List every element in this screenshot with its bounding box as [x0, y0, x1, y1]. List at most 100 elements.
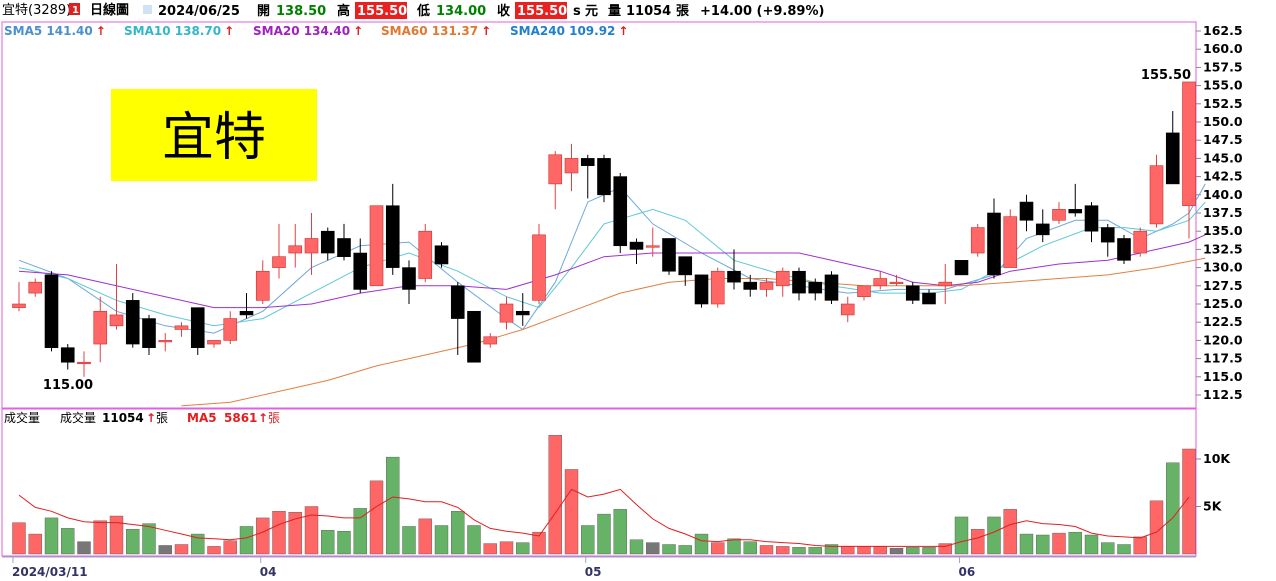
- volume-ma5-label: MA5: [187, 411, 217, 425]
- candle-body: [808, 281, 823, 294]
- candle-down: [808, 278, 823, 301]
- candle-body: [938, 281, 953, 287]
- max-price-annotation: 155.50: [1141, 68, 1191, 83]
- volume-bar: [256, 517, 270, 555]
- volume-bar: [28, 533, 42, 555]
- ma-legend-up-arrow: ↑: [481, 24, 491, 38]
- volume-bar: [321, 530, 335, 555]
- ma-legend-sma10: SMA10 138.70: [124, 24, 221, 38]
- date-dropdown-icon[interactable]: [143, 5, 152, 14]
- volume-bars: [12, 435, 1196, 555]
- volume-bar: [759, 545, 774, 555]
- ma-legend-sma60: SMA60 131.37: [381, 24, 478, 38]
- volume-bar: [467, 525, 481, 555]
- price-panel-frame: [1, 21, 1197, 409]
- candle-body: [12, 303, 26, 308]
- candle-body: [873, 278, 888, 287]
- candle-up: [304, 213, 319, 275]
- candle-up: [889, 274, 904, 286]
- volume-bar: [613, 509, 627, 555]
- candle-body: [645, 245, 660, 248]
- stock-name-stamp-bg: [111, 89, 317, 181]
- candle-down: [190, 307, 205, 355]
- volume-bar: [1036, 534, 1050, 555]
- candle-up: [255, 260, 270, 304]
- volume-bar: [597, 513, 611, 555]
- candle-body: [93, 310, 108, 345]
- date-tick-label: 04: [260, 565, 277, 579]
- candle-body: [1019, 201, 1034, 221]
- high-label: 高: [337, 3, 350, 19]
- sma-lines: [18, 183, 1206, 407]
- candle-down: [1068, 183, 1083, 217]
- candle-up: [483, 333, 498, 348]
- candle-body: [320, 230, 335, 254]
- ma-legend-up-arrow: ↑: [618, 24, 628, 38]
- stock-name-stamp: 宜特: [162, 108, 266, 168]
- volume-ma5-up-arrow: ↑: [258, 411, 268, 425]
- candle-down: [954, 260, 969, 276]
- volume-bar: [434, 525, 449, 555]
- volume-bar: [61, 528, 75, 555]
- volume-bar: [694, 533, 709, 555]
- candle-up: [857, 285, 871, 301]
- unit-s: s: [573, 4, 581, 19]
- price-tick-label: 135.0: [1203, 223, 1243, 238]
- candle-down: [743, 274, 758, 297]
- volume-bar: [126, 529, 140, 555]
- candle-down: [434, 242, 449, 268]
- price-tick-label: 130.0: [1203, 260, 1243, 275]
- candle-down: [922, 289, 936, 305]
- candle-body: [337, 238, 351, 257]
- candle-body: [564, 158, 579, 174]
- volume-bar: [711, 542, 725, 555]
- candle-body: [402, 267, 416, 290]
- price-tick-label: 127.5: [1203, 278, 1243, 293]
- price-axis: 162.5 160.0 157.5 155.0 152.5 150.0 147.5 145.0…: [1203, 23, 1243, 402]
- candle-body: [1003, 216, 1018, 268]
- date-tick-label: 05: [585, 565, 602, 579]
- candle-body: [207, 340, 221, 345]
- volume-bar: [499, 541, 514, 555]
- volume-bar: [93, 520, 107, 555]
- candle-up: [873, 271, 888, 290]
- volume-bar: [532, 531, 546, 555]
- candle-up: [532, 223, 546, 304]
- min-price-annotation: 115.00: [43, 378, 93, 393]
- volume-bar: [353, 508, 367, 555]
- candle-up: [759, 278, 774, 297]
- candle-up: [418, 223, 433, 283]
- candle-body: [1117, 238, 1131, 261]
- candle-up: [499, 296, 514, 330]
- volume-legend-unit: 張: [156, 411, 168, 425]
- candle-body: [629, 241, 644, 250]
- alert-badge-text: 1: [72, 5, 79, 16]
- candle-down: [694, 274, 709, 308]
- volume-bar: [44, 517, 59, 555]
- close-value-bg: [515, 2, 567, 19]
- candle-up: [369, 205, 384, 287]
- ma-legend-sma5: SMA5 141.40: [4, 24, 93, 38]
- volume-bar: [272, 511, 286, 555]
- alert-badge[interactable]: [69, 3, 80, 15]
- candle-down: [1019, 194, 1034, 232]
- candle-body: [1035, 223, 1050, 236]
- sma-line-sma5: [18, 183, 1206, 334]
- volume-bar: [678, 545, 692, 555]
- candle-down: [678, 256, 693, 286]
- price-tick-label: 162.5: [1203, 23, 1243, 38]
- candle-up: [174, 322, 189, 337]
- volume-bar: [1133, 536, 1147, 555]
- period-label[interactable]: 日線圖: [90, 2, 129, 18]
- volume-bar: [841, 546, 855, 555]
- candle-body: [970, 227, 985, 254]
- candle-body: [759, 281, 774, 290]
- volume-bar: [581, 525, 595, 555]
- volume-bar: [776, 546, 790, 555]
- candle-down: [597, 154, 611, 203]
- candle-body: [710, 270, 725, 305]
- volume-bar: [938, 543, 952, 555]
- price-tick-label: 112.5: [1203, 387, 1243, 402]
